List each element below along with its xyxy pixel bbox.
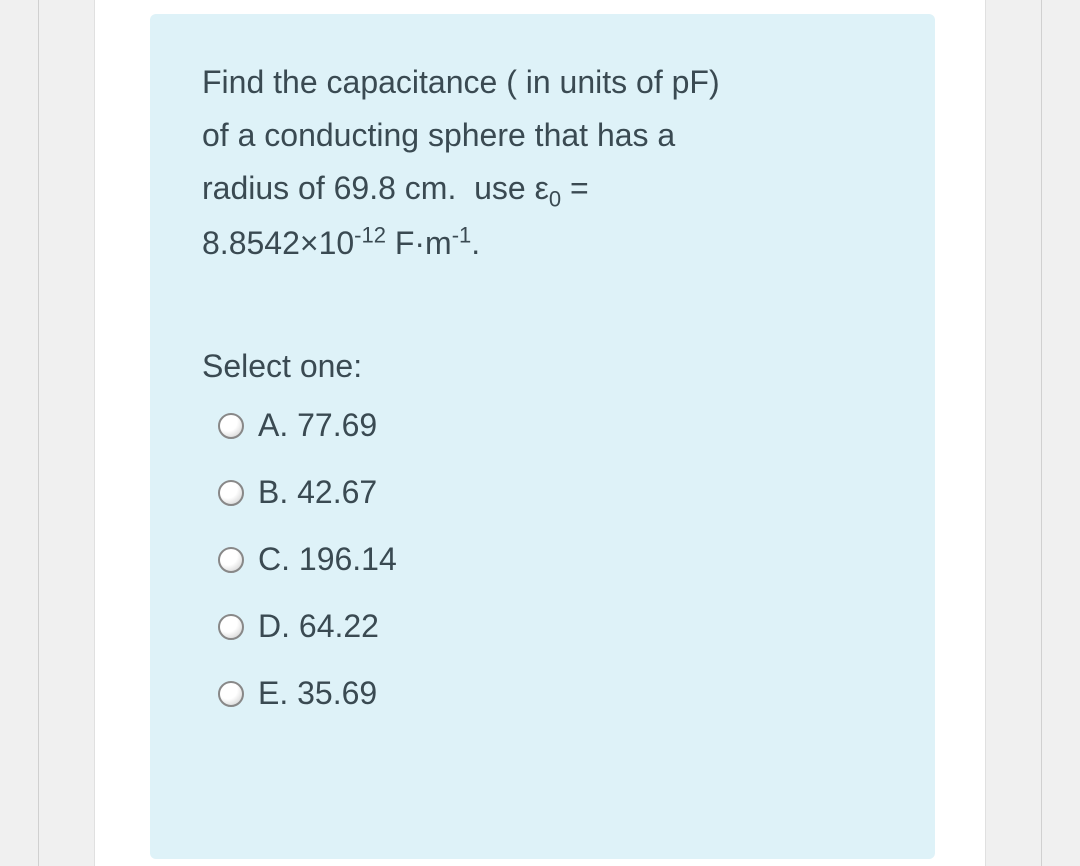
option-a[interactable]: A. 77.69 [218,407,883,444]
radio-c[interactable] [218,547,244,573]
option-a-label: A. 77.69 [258,407,377,444]
question-box: Find the capacitance ( in units of pF) o… [150,14,935,859]
question-line3-sub: 0 [549,186,561,211]
option-d-label: D. 64.22 [258,608,379,645]
question-line1: Find the capacitance ( in units of pF) [202,64,720,100]
question-line3-prefix: radius of 69.8 cm. use ε [202,170,549,206]
question-line4-suffix: . [471,225,480,261]
options-list: A. 77.69 B. 42.67 C. 196.14 D. 64.22 E. … [202,407,883,712]
question-line4-mid: F·m [386,225,452,261]
option-e[interactable]: E. 35.69 [218,675,883,712]
radio-e[interactable] [218,681,244,707]
radio-b[interactable] [218,480,244,506]
select-prompt: Select one: [202,348,883,385]
outer-border-right [1041,0,1042,866]
radio-d[interactable] [218,614,244,640]
question-line4-prefix: 8.8542×10 [202,225,354,261]
outer-border-left [38,0,39,866]
question-line4-sup1: -12 [354,223,386,248]
radio-a[interactable] [218,413,244,439]
question-line4-sup2: -1 [452,223,472,248]
option-c[interactable]: C. 196.14 [218,541,883,578]
option-d[interactable]: D. 64.22 [218,608,883,645]
question-line2: of a conducting sphere that has a [202,117,675,153]
option-e-label: E. 35.69 [258,675,377,712]
option-c-label: C. 196.14 [258,541,397,578]
question-text: Find the capacitance ( in units of pF) o… [202,56,883,270]
question-line3-suffix: = [561,170,589,206]
option-b[interactable]: B. 42.67 [218,474,883,511]
option-b-label: B. 42.67 [258,474,377,511]
